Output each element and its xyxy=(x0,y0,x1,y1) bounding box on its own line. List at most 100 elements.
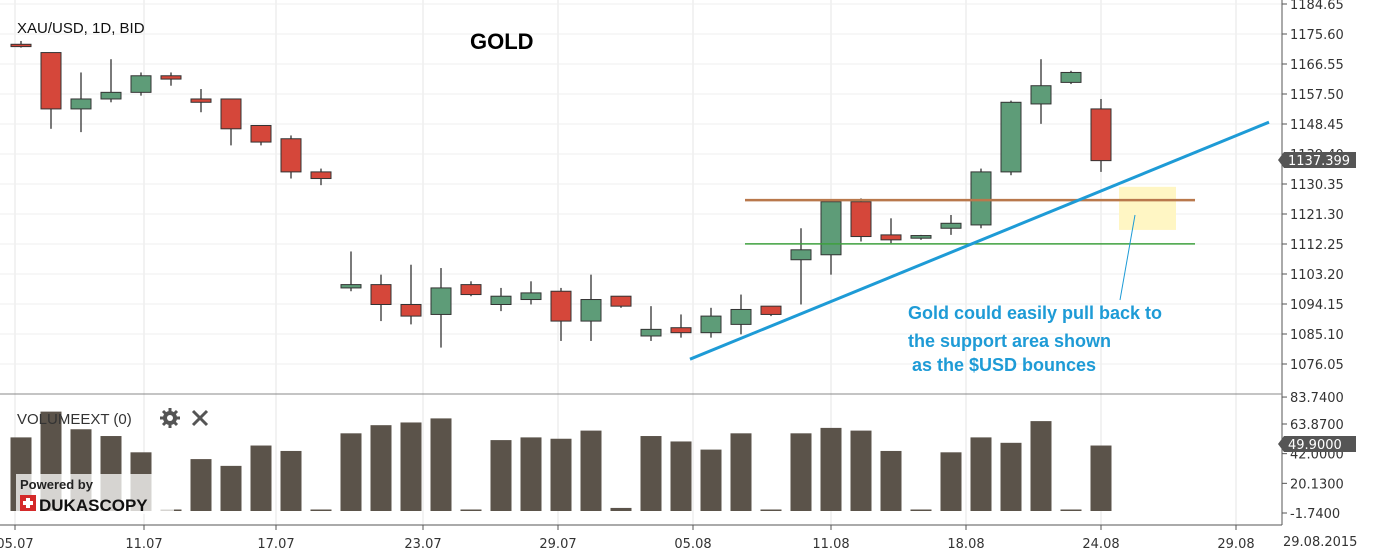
price-tick-label: 1112.25 xyxy=(1290,238,1344,253)
current-price-value: 1137.399 xyxy=(1288,154,1350,169)
time-tick-label: 23.07 xyxy=(404,537,441,552)
volume-bar xyxy=(820,427,842,511)
time-tick-label: 05.08 xyxy=(674,537,711,552)
volume-bar xyxy=(400,422,422,511)
price-tick-label: 1148.45 xyxy=(1290,118,1344,133)
candle-body xyxy=(1090,108,1112,162)
volume-bars xyxy=(10,411,1112,511)
current-volume-value: 49.9000 xyxy=(1288,438,1342,453)
time-tick-label: 11.08 xyxy=(812,537,849,552)
support-highlight-zone xyxy=(1119,186,1176,230)
current-price-flag: 1137.399 xyxy=(1278,152,1356,169)
volume-bar xyxy=(670,441,692,511)
time-tick-label: 11.07 xyxy=(125,537,162,552)
volume-bar xyxy=(520,437,542,511)
candle-body xyxy=(670,327,692,334)
time-axis-ticks: 05.07 11.07 17.07 23.07 29.07 05.08 11.08 18.08… xyxy=(0,525,1255,552)
price-tick-label: 1085.10 xyxy=(1290,328,1344,343)
candle-body xyxy=(820,201,842,256)
volume-bar xyxy=(730,433,752,511)
candle-body xyxy=(490,295,512,305)
volume-bar xyxy=(700,449,722,511)
volume-bar xyxy=(610,507,632,511)
volume-bar xyxy=(940,452,962,511)
volume-bar xyxy=(340,433,362,511)
time-axis-end-label: 29.08.2015 xyxy=(1283,535,1357,550)
price-tick-label: 1076.05 xyxy=(1290,358,1344,373)
candle-body xyxy=(550,290,572,322)
candle-body xyxy=(940,222,962,229)
candle-body xyxy=(130,75,152,93)
price-tick-label: 1130.35 xyxy=(1290,178,1344,193)
candle-body xyxy=(910,235,932,239)
uptrend-line[interactable] xyxy=(689,120,1270,361)
volume-tick-label: -1.7400 xyxy=(1290,507,1340,522)
symbol-label: XAU/USD, 1D, BID xyxy=(17,20,145,37)
candle-body xyxy=(430,287,452,315)
price-tick-label: 1121.30 xyxy=(1290,208,1344,223)
candle-body xyxy=(340,284,362,289)
candle-body xyxy=(40,52,62,110)
candle-body xyxy=(880,234,902,241)
volume-bar xyxy=(640,436,662,511)
candle-body xyxy=(10,43,32,48)
candle-body xyxy=(520,292,542,301)
svg-text:DUKASCOPY: DUKASCOPY xyxy=(39,496,148,515)
volume-bar xyxy=(790,433,812,511)
candle-body xyxy=(280,138,302,173)
candle-body xyxy=(610,295,632,307)
candle-body xyxy=(730,308,752,325)
time-tick-label: 24.08 xyxy=(1082,537,1119,552)
gear-icon[interactable] xyxy=(160,408,180,428)
candle-body xyxy=(220,98,242,130)
grid xyxy=(0,0,1282,525)
annotation-line-3: as the $USD bounces xyxy=(912,355,1096,375)
volume-tick-label: 20.1300 xyxy=(1290,477,1344,492)
candle-body xyxy=(1060,71,1082,83)
annotation-line-1: Gold could easily pull back to xyxy=(908,303,1162,323)
volume-bar xyxy=(490,440,512,511)
candle-body xyxy=(1030,85,1052,105)
candle-body xyxy=(190,98,212,103)
candle-body xyxy=(250,124,272,143)
drawing-tools xyxy=(689,120,1270,361)
time-tick-label: 29.07 xyxy=(539,537,576,552)
volume-bar xyxy=(880,450,902,511)
close-icon[interactable] xyxy=(191,409,209,427)
time-tick-label: 17.07 xyxy=(257,537,294,552)
candle-body xyxy=(760,305,782,315)
chart-title: GOLD xyxy=(470,29,534,54)
volume-bar xyxy=(190,459,212,511)
candle-body xyxy=(460,284,482,296)
support-zone-layer xyxy=(1119,186,1176,230)
volume-bar xyxy=(760,509,782,511)
candle-body xyxy=(100,91,122,100)
volume-bar xyxy=(550,438,572,511)
volume-bar xyxy=(850,430,872,511)
candle-body xyxy=(160,75,182,80)
volume-bar xyxy=(430,418,452,511)
volume-bar xyxy=(310,509,332,511)
candle-body xyxy=(970,171,992,226)
volume-bar xyxy=(1090,445,1112,511)
volume-bar xyxy=(220,465,242,511)
volume-bar xyxy=(1000,442,1022,511)
time-tick-label: 29.08 xyxy=(1217,537,1254,552)
current-volume-flag: 49.9000 xyxy=(1278,436,1356,453)
price-tick-label: 1184.65 xyxy=(1290,0,1344,13)
volume-bar xyxy=(1030,421,1052,511)
price-tick-label: 1094.15 xyxy=(1290,298,1344,313)
candle-body xyxy=(70,98,92,110)
price-tick-label: 1166.55 xyxy=(1290,58,1344,73)
volume-tick-label: 63.8700 xyxy=(1290,418,1344,433)
volume-indicator-label: VOLUMEEXT (0) xyxy=(17,411,132,428)
price-tick-label: 1103.20 xyxy=(1290,268,1344,283)
candles xyxy=(10,40,1112,348)
annotation-line-2: the support area shown xyxy=(908,331,1111,351)
volume-bar xyxy=(460,509,482,511)
time-tick-label: 05.07 xyxy=(0,537,34,552)
svg-text:Powered by: Powered by xyxy=(20,477,94,492)
candle-body xyxy=(1000,101,1022,173)
